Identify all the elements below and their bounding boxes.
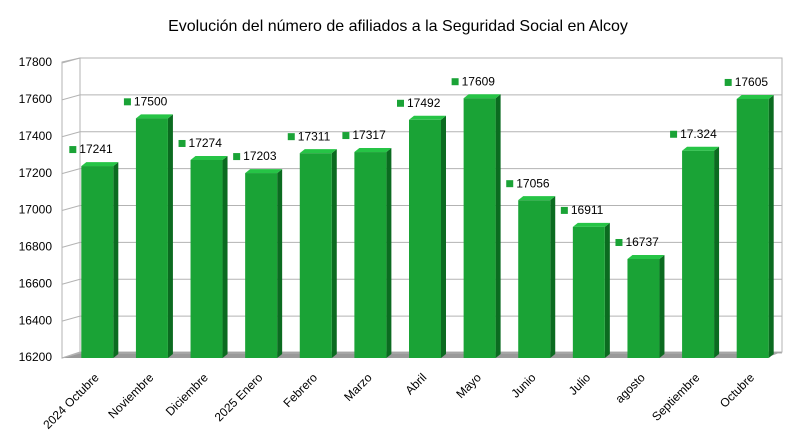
bar (135, 118, 168, 358)
chart-title: Evolución del número de afiliados a la S… (168, 18, 628, 35)
grid-line (61, 278, 81, 285)
x-tick-label: Septiembre (649, 370, 703, 424)
value-label-key (233, 153, 241, 161)
grid-line (61, 168, 81, 175)
grid-line (61, 94, 81, 101)
bar-top (627, 254, 665, 259)
value-label: 17274 (189, 136, 223, 150)
x-tick-label: Junio (508, 370, 538, 400)
grid-line (61, 315, 81, 322)
value-label: 17311 (298, 129, 331, 143)
bar-top (299, 149, 337, 154)
value-label-key (615, 238, 623, 246)
value-label-key (397, 99, 404, 107)
x-tick-label: Febrero (281, 370, 321, 410)
bar (463, 98, 496, 358)
value-label-key (506, 180, 514, 188)
y-tick-label: 16400 (19, 313, 53, 327)
bar (299, 153, 332, 358)
value-label: 17500 (134, 94, 168, 108)
bar-top (190, 155, 228, 160)
y-tick-label: 16200 (19, 350, 53, 364)
value-label: 17605 (735, 75, 769, 89)
y-tick-label: 16800 (19, 240, 53, 254)
x-tick-label: Abril (402, 370, 429, 397)
bar-side (113, 162, 119, 358)
value-label: 17.324 (680, 127, 717, 141)
bar (190, 159, 223, 358)
bar-top (135, 114, 173, 119)
x-tick-label: Octubre (717, 370, 757, 410)
bar-side (768, 94, 774, 358)
value-label-key (670, 130, 678, 138)
bar-side (495, 94, 501, 358)
bar-top (682, 146, 720, 151)
value-label: 17056 (516, 176, 550, 190)
bar (245, 173, 278, 358)
bar-side (167, 114, 173, 358)
bar-side (386, 148, 392, 358)
x-tick-label: Julio (566, 370, 594, 398)
grid-line (61, 241, 81, 248)
bar (627, 258, 660, 358)
x-tick-label: Marzo (341, 370, 375, 404)
value-label: 17317 (352, 128, 386, 142)
value-label-key (287, 133, 295, 141)
value-label-key (342, 132, 350, 140)
value-label: 16911 (571, 203, 604, 217)
y-tick-label: 17200 (19, 166, 53, 180)
bar-top (736, 94, 774, 99)
value-label-key (560, 206, 568, 214)
value-label: 17609 (462, 74, 496, 88)
bar-side (277, 169, 283, 358)
bar-side (714, 146, 720, 358)
bar-side (331, 149, 337, 358)
bar-top (354, 148, 392, 153)
bar-side (604, 222, 610, 358)
bar (572, 226, 605, 358)
value-label: 17203 (243, 149, 277, 163)
bar (518, 200, 551, 358)
x-tick-label: agosto (612, 370, 648, 406)
bar (354, 152, 387, 358)
y-tick-label: 17400 (19, 129, 53, 143)
y-tick-label: 17000 (19, 203, 53, 217)
y-tick-label: 17600 (19, 92, 53, 106)
value-label: 16737 (625, 235, 659, 249)
bar-top (518, 196, 556, 201)
bar (409, 119, 441, 358)
bar (81, 166, 114, 358)
grid-line (61, 131, 81, 138)
value-label-key (724, 78, 732, 86)
x-tick-label: Diciembre (163, 370, 211, 418)
value-label-key (123, 98, 131, 106)
y-tick-label: 16600 (19, 276, 53, 290)
bar-top (572, 222, 610, 227)
bar-side (550, 196, 556, 358)
value-label-key (178, 139, 186, 147)
value-label: 17492 (407, 96, 441, 110)
value-label-key (69, 146, 77, 154)
grid-line (61, 352, 81, 359)
x-tick-label: 2025 Enero (212, 370, 266, 424)
bar (736, 98, 769, 358)
grid-line (61, 205, 81, 211)
x-tick-label: Mayo (453, 370, 484, 401)
bar-top (463, 94, 501, 99)
y-tick-label: 17800 (19, 55, 53, 69)
value-label-key (451, 78, 459, 86)
bar-top (245, 169, 283, 174)
value-label: 17241 (79, 142, 113, 156)
bar-top (409, 115, 446, 120)
bar-side (659, 254, 665, 358)
grid-line (61, 57, 81, 64)
x-tick-label: 2024 Octubre (40, 370, 102, 432)
bar-side (441, 115, 446, 358)
bar (682, 150, 715, 358)
bar-side (222, 155, 228, 358)
x-tick-label: Noviembre (105, 370, 156, 421)
bar-top (81, 162, 119, 167)
